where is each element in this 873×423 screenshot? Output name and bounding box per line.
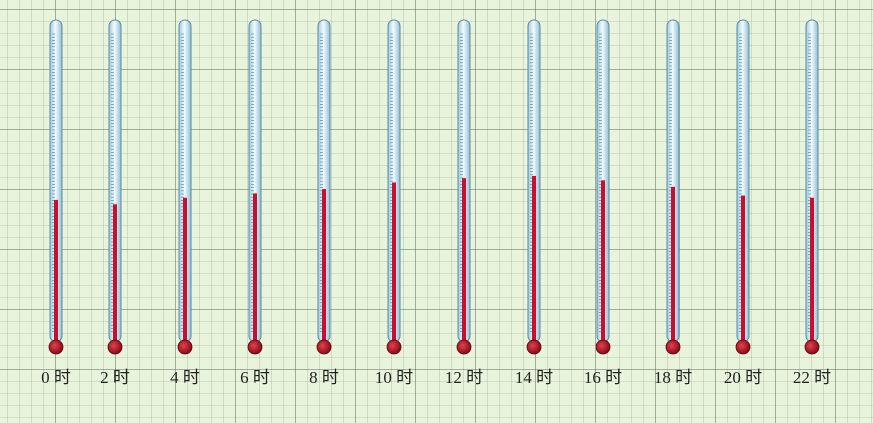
x-tick-label: 22 时 [793, 368, 831, 387]
thermometer-bulb [177, 339, 193, 355]
mercury-column [54, 199, 58, 345]
mercury-column [183, 197, 187, 345]
thermometer-bulb [48, 339, 64, 355]
thermometer-bulb [804, 339, 820, 355]
mercury-column [392, 182, 396, 345]
x-tick-label: 6 时 [240, 368, 270, 387]
thermometer-bulb [247, 339, 263, 355]
x-tick-label: 8 时 [309, 368, 339, 387]
x-tick-label: 12 时 [445, 368, 483, 387]
x-tick-label: 10 时 [375, 368, 413, 387]
thermometer-bulb [595, 339, 611, 355]
x-tick-label: 14 时 [515, 368, 553, 387]
thermometer-bulb [386, 339, 402, 355]
mercury-column [810, 197, 814, 345]
x-tick-label: 20 时 [724, 368, 762, 387]
thermometer-bulb [316, 339, 332, 355]
thermometer-bulb [107, 339, 123, 355]
x-tick-label: 18 时 [654, 368, 692, 387]
mercury-column [601, 180, 605, 345]
x-tick-label: 2 时 [100, 368, 130, 387]
mercury-column [462, 178, 466, 345]
mercury-column [253, 193, 257, 345]
mercury-column [113, 204, 117, 345]
thermometer-bulb [665, 339, 681, 355]
x-tick-label: 16 时 [584, 368, 622, 387]
mercury-column [741, 195, 745, 345]
x-tick-label: 0 时 [41, 368, 71, 387]
thermometer-bulb [735, 339, 751, 355]
thermometer-bulb [526, 339, 542, 355]
mercury-column [532, 175, 536, 345]
thermometer-bulb [456, 339, 472, 355]
x-tick-label: 4 时 [170, 368, 200, 387]
mercury-column [322, 189, 326, 345]
mercury-column [671, 186, 675, 345]
